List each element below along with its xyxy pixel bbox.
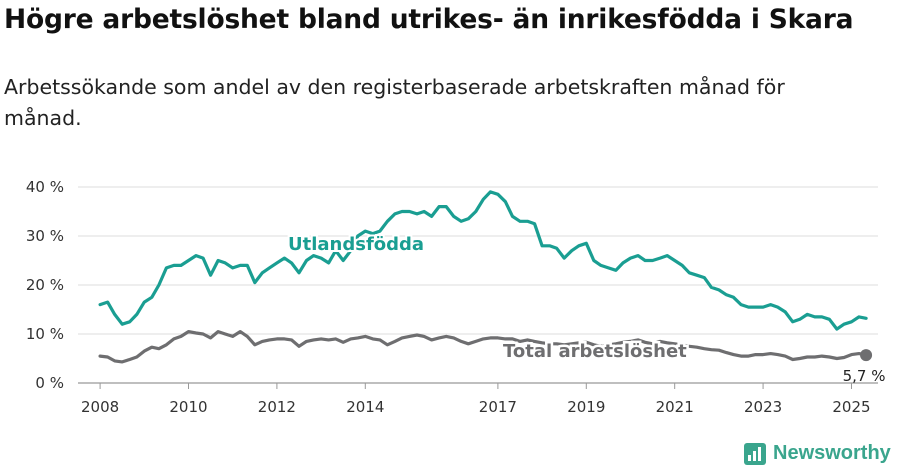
total-line xyxy=(98,330,868,364)
x-tick-label: 2025 xyxy=(832,398,870,416)
logo-chart-icon xyxy=(744,442,766,465)
x-axis: 2008 2010 2012 2014 2017 2019 2021 2023 2025 xyxy=(81,383,871,416)
x-tick-label: 2014 xyxy=(346,398,384,416)
series-label-utlandsfodda: Utlandsfödda xyxy=(288,234,424,255)
total-end-point xyxy=(860,349,873,362)
newsworthy-logo: Newsworthy xyxy=(744,442,891,465)
logo-text: Newsworthy xyxy=(773,442,891,464)
series-lines xyxy=(98,190,868,364)
series-label-total: Total arbetslöshet xyxy=(503,341,687,362)
chart-title: Högre arbetslöshet bland utrikes- än inr… xyxy=(4,4,854,35)
x-tick-label: 2023 xyxy=(744,398,782,416)
series-labels: Utlandsfödda Total arbetslöshet 5,7 % xyxy=(286,232,886,385)
y-tick-label: 20 % xyxy=(26,276,64,294)
x-tick-label: 2010 xyxy=(169,398,207,416)
x-tick-label: 2017 xyxy=(479,398,517,416)
y-axis-tick-labels: 0 % 10 % 20 % 30 % 40 % xyxy=(26,178,64,392)
y-tick-label: 10 % xyxy=(26,325,64,343)
x-tick-label: 2012 xyxy=(258,398,296,416)
y-tick-label: 0 % xyxy=(35,374,64,392)
end-value-label: 5,7 % xyxy=(843,367,886,385)
x-tick-label: 2008 xyxy=(81,398,119,416)
chart-subtitle: Arbetssökande som andel av den registerb… xyxy=(4,75,785,130)
y-tick-label: 40 % xyxy=(26,178,64,196)
utlandsfodda-line xyxy=(98,190,868,331)
y-tick-label: 30 % xyxy=(26,227,64,245)
gridlines xyxy=(78,186,878,384)
x-tick-label: 2021 xyxy=(656,398,694,416)
x-tick-label: 2019 xyxy=(567,398,605,416)
